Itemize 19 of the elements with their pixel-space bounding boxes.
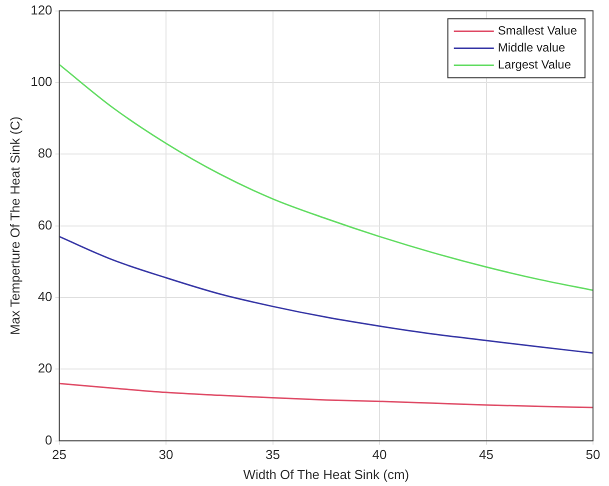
y-tick-label: 120 — [30, 2, 52, 18]
x-tick-label: 40 — [372, 447, 387, 462]
legend-label: Largest Value — [498, 58, 572, 72]
y-axis-title: Max Temperture Of The Heat Sink (C) — [7, 116, 22, 336]
y-tick-label: 20 — [38, 360, 52, 376]
x-tick-label: 30 — [158, 447, 174, 462]
x-tick-label: 25 — [52, 447, 67, 462]
x-tick-label: 50 — [586, 447, 600, 462]
legend-label: Middle value — [498, 40, 566, 55]
y-tick-label: 60 — [38, 217, 52, 232]
y-tick-label: 0 — [45, 432, 52, 448]
legend-label: Smallest Value — [498, 24, 578, 38]
y-tick-label: 40 — [38, 289, 52, 304]
line-series — [59, 382, 593, 408]
y-tick-label: 100 — [30, 74, 52, 90]
y-tick-label: 80 — [38, 146, 52, 161]
x-tick-label: 45 — [479, 447, 494, 462]
x-tick-label: 35 — [266, 447, 280, 462]
x-axis-title: Width Of The Heat Sink (cm) — [243, 466, 410, 482]
